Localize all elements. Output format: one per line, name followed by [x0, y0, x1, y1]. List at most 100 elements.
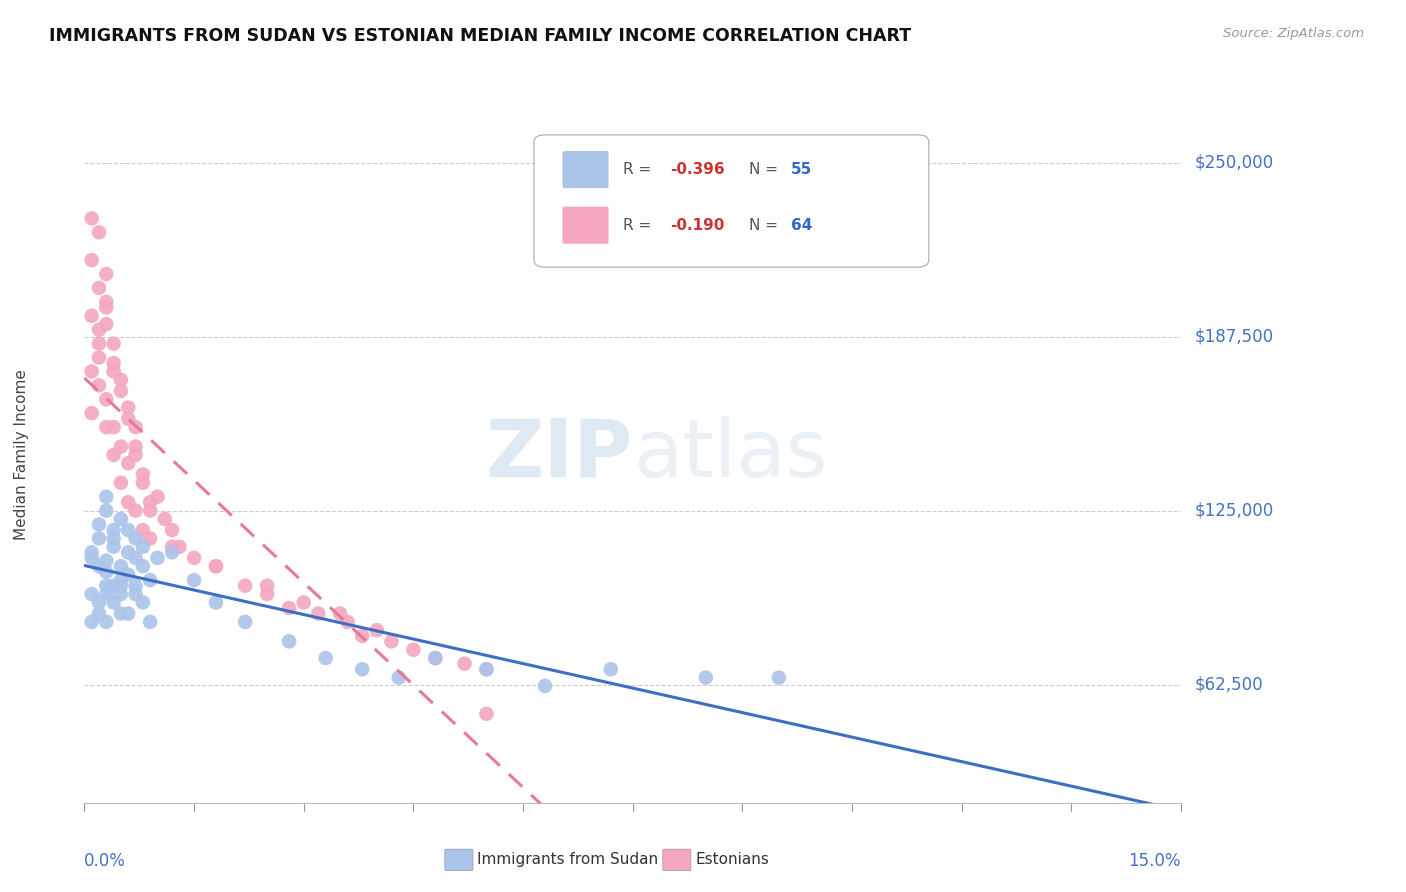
Point — [96, 317, 118, 331]
Point — [80, 364, 103, 378]
Point — [768, 671, 790, 685]
Point — [103, 532, 125, 546]
Point — [124, 420, 146, 434]
Point — [87, 336, 110, 351]
Point — [475, 662, 498, 676]
Point — [80, 211, 103, 226]
Text: 55: 55 — [790, 162, 811, 178]
Point — [233, 615, 256, 629]
Point — [475, 706, 498, 721]
Point — [352, 629, 374, 643]
Point — [132, 523, 155, 537]
Point — [87, 532, 110, 546]
Point — [336, 615, 359, 629]
Point — [96, 392, 118, 407]
Point — [80, 253, 103, 268]
Point — [146, 490, 169, 504]
Point — [87, 225, 110, 239]
Point — [80, 615, 103, 629]
Point — [205, 595, 228, 609]
Point — [329, 607, 352, 621]
Point — [117, 607, 139, 621]
Point — [160, 540, 183, 554]
Point — [124, 587, 146, 601]
Point — [183, 573, 205, 587]
Point — [110, 579, 132, 593]
Point — [117, 523, 139, 537]
Text: Estonians: Estonians — [695, 853, 769, 867]
Point — [132, 559, 155, 574]
Point — [96, 294, 118, 309]
Point — [695, 671, 717, 685]
Point — [139, 503, 162, 517]
Point — [599, 662, 621, 676]
Point — [87, 595, 110, 609]
Point — [352, 662, 374, 676]
Text: -0.396: -0.396 — [671, 162, 724, 178]
Point — [366, 624, 388, 638]
Text: $125,000: $125,000 — [1195, 501, 1274, 519]
Point — [117, 456, 139, 470]
Point — [80, 545, 103, 559]
Point — [80, 309, 103, 323]
Point — [124, 503, 146, 517]
Point — [117, 495, 139, 509]
Point — [139, 532, 162, 546]
Point — [103, 579, 125, 593]
Text: IMMIGRANTS FROM SUDAN VS ESTONIAN MEDIAN FAMILY INCOME CORRELATION CHART: IMMIGRANTS FROM SUDAN VS ESTONIAN MEDIAN… — [49, 27, 911, 45]
Point — [96, 554, 118, 568]
Point — [96, 565, 118, 579]
Point — [117, 567, 139, 582]
Point — [87, 517, 110, 532]
Point — [110, 475, 132, 490]
Text: R =: R = — [623, 218, 657, 233]
Point — [388, 671, 411, 685]
Point — [153, 512, 176, 526]
Point — [139, 573, 162, 587]
Point — [139, 495, 162, 509]
Point — [278, 634, 301, 648]
Text: atlas: atlas — [633, 416, 827, 494]
Point — [117, 401, 139, 415]
Point — [292, 595, 315, 609]
Text: 15.0%: 15.0% — [1129, 852, 1181, 870]
Point — [475, 662, 498, 676]
Point — [256, 587, 278, 601]
Text: -0.190: -0.190 — [671, 218, 724, 233]
Point — [160, 523, 183, 537]
Point — [80, 550, 103, 565]
Point — [117, 411, 139, 425]
Point — [534, 679, 557, 693]
Text: Median Family Income: Median Family Income — [14, 369, 28, 541]
Point — [132, 475, 155, 490]
Point — [110, 440, 132, 454]
Text: N =: N = — [749, 218, 783, 233]
Point — [132, 467, 155, 482]
Point — [146, 550, 169, 565]
Point — [425, 651, 447, 665]
Point — [103, 448, 125, 462]
Point — [110, 512, 132, 526]
Point — [205, 559, 228, 574]
Point — [103, 523, 125, 537]
Point — [425, 651, 447, 665]
Text: R =: R = — [623, 162, 657, 178]
Point — [96, 503, 118, 517]
Point — [453, 657, 475, 671]
Point — [96, 420, 118, 434]
Point — [205, 559, 228, 574]
FancyBboxPatch shape — [562, 207, 609, 244]
Point — [124, 550, 146, 565]
Point — [103, 356, 125, 370]
Point — [96, 490, 118, 504]
Point — [87, 351, 110, 365]
Point — [87, 281, 110, 295]
Point — [96, 267, 118, 281]
Point — [124, 579, 146, 593]
Point — [169, 540, 191, 554]
Point — [139, 615, 162, 629]
Point — [402, 642, 425, 657]
Point — [87, 559, 110, 574]
FancyBboxPatch shape — [562, 151, 609, 188]
Point — [124, 440, 146, 454]
